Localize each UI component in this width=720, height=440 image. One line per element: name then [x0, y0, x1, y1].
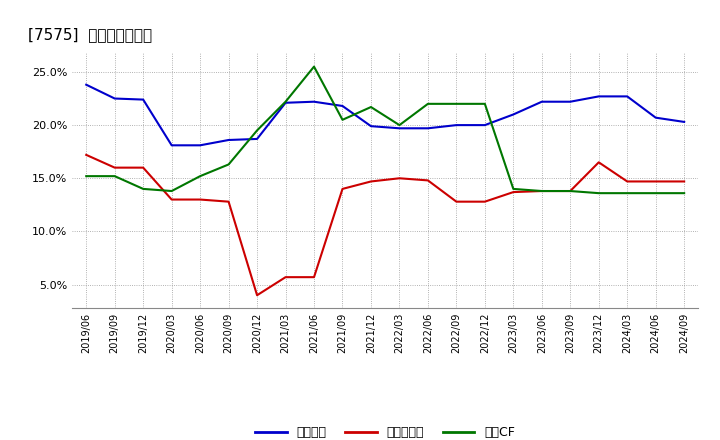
- Text: [7575]  マージンの推移: [7575] マージンの推移: [28, 27, 152, 42]
- Legend: 経常利益, 当期純利益, 営業CF: 経常利益, 当期純利益, 営業CF: [251, 422, 520, 440]
